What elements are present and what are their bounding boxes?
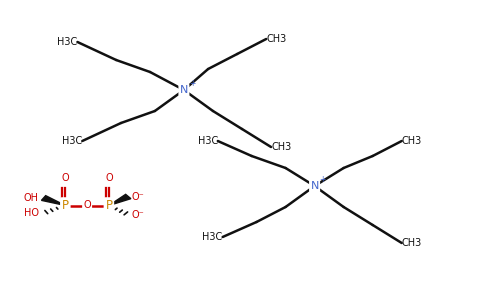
Text: O: O: [105, 173, 113, 183]
Text: O⁻: O⁻: [132, 209, 144, 220]
Text: O: O: [83, 200, 91, 211]
Text: CH3: CH3: [402, 238, 422, 248]
Text: HO: HO: [24, 208, 39, 218]
Text: CH3: CH3: [402, 136, 422, 146]
Text: OH: OH: [24, 193, 39, 203]
Polygon shape: [42, 196, 65, 206]
Text: CH3: CH3: [266, 34, 287, 44]
Text: H3C: H3C: [197, 136, 218, 146]
Text: O: O: [61, 173, 69, 183]
Text: H3C: H3C: [57, 37, 77, 47]
Text: H3C: H3C: [62, 136, 82, 146]
Text: N: N: [180, 85, 188, 95]
Polygon shape: [109, 194, 131, 206]
Text: P: P: [106, 199, 112, 212]
Text: P: P: [62, 199, 69, 212]
Text: +: +: [189, 79, 196, 88]
Text: +: +: [319, 175, 326, 184]
Text: N: N: [310, 181, 319, 191]
Text: CH3: CH3: [271, 142, 291, 152]
Text: O⁻: O⁻: [132, 191, 144, 202]
Text: H3C: H3C: [202, 232, 223, 242]
